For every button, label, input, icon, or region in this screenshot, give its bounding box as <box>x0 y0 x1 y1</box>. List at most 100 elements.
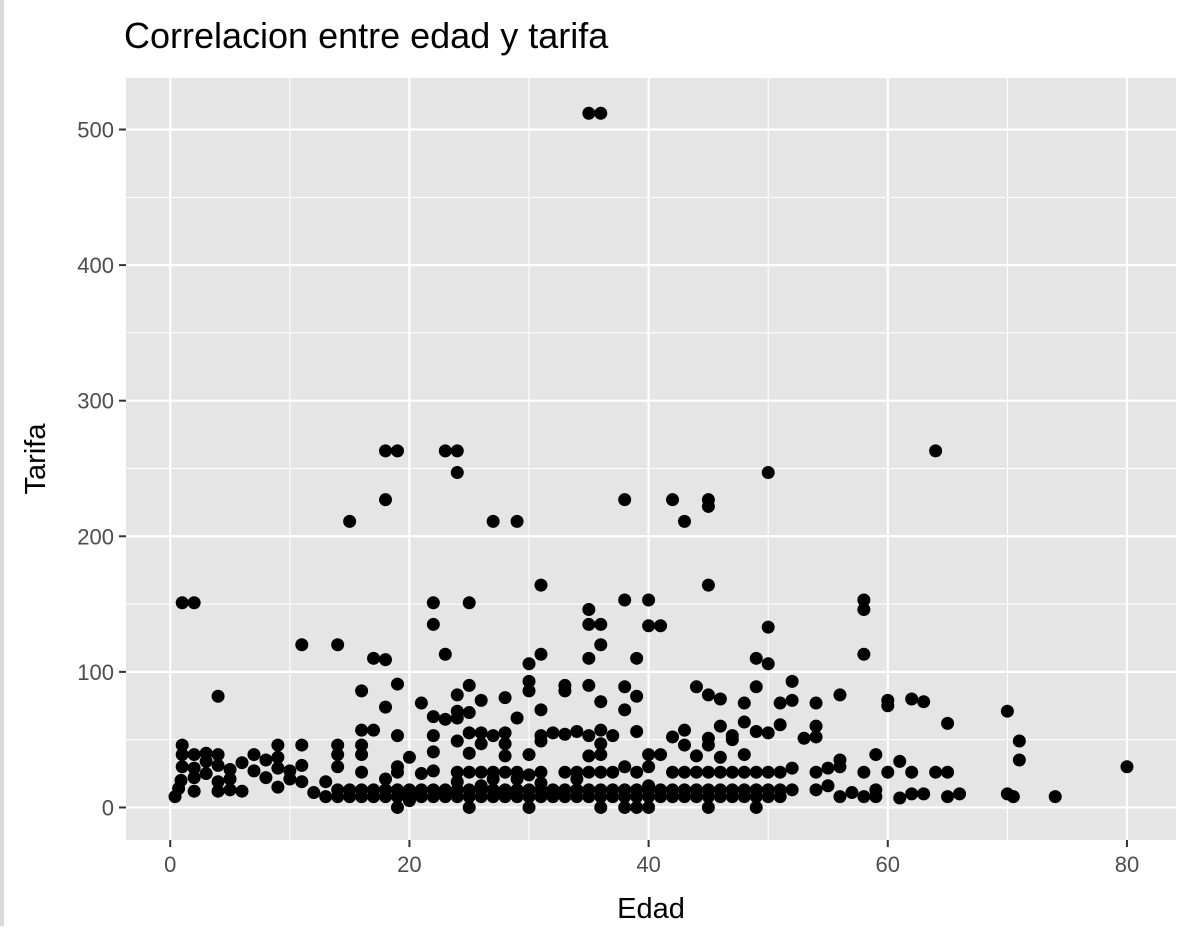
scatter-point <box>785 693 799 707</box>
scatter-point <box>677 514 691 528</box>
scatter-point <box>785 783 799 797</box>
scatter-point <box>594 800 608 814</box>
scatter-point <box>713 719 727 733</box>
scatter-point <box>941 716 955 730</box>
scatter-point <box>666 783 680 797</box>
scatter-point <box>821 779 835 793</box>
scatter-point <box>857 647 871 661</box>
scatter-point <box>594 695 608 709</box>
scatter-point <box>558 684 572 698</box>
scatter-point <box>367 651 381 665</box>
scatter-point <box>833 688 847 702</box>
scatter-point <box>486 765 500 779</box>
scatter-point <box>594 765 608 779</box>
scatter-point <box>235 756 249 770</box>
scatter-point <box>749 680 763 694</box>
scatter-point <box>594 748 608 762</box>
scatter-point <box>331 738 345 752</box>
scatter-point <box>582 765 596 779</box>
scatter-point <box>594 638 608 652</box>
scatter-point <box>271 761 285 775</box>
scatter-point <box>414 783 428 797</box>
scatter-point <box>929 444 943 458</box>
x-tick-label: 80 <box>1115 852 1139 877</box>
scatter-point <box>355 723 369 737</box>
scatter-point <box>666 493 680 507</box>
scatter-point <box>558 765 572 779</box>
scatter-point <box>450 765 464 779</box>
chart-title: Correlacion entre edad y tarifa <box>124 15 609 56</box>
scatter-point <box>881 699 895 713</box>
scatter-point <box>689 765 703 779</box>
scatter-point <box>809 696 823 710</box>
scatter-point <box>749 783 763 797</box>
scatter-point <box>390 800 404 814</box>
scatter-point <box>642 593 656 607</box>
scatter-point <box>462 783 476 797</box>
scatter-point <box>570 765 584 779</box>
scatter-point <box>534 734 548 748</box>
scatter-point <box>462 706 476 720</box>
scatter-point <box>462 678 476 692</box>
y-tick-label: 400 <box>77 253 114 278</box>
scatter-point <box>295 758 309 772</box>
scatter-point <box>295 775 309 789</box>
scatter-point <box>857 765 871 779</box>
scatter-point <box>546 726 560 740</box>
scatter-point <box>211 775 225 789</box>
scatter-point <box>570 783 584 797</box>
scatter-point <box>833 760 847 774</box>
scatter-point <box>606 729 620 743</box>
scatter-point <box>414 696 428 710</box>
scatter-point <box>462 800 476 814</box>
x-tick-label: 20 <box>397 852 421 877</box>
scatter-point <box>271 738 285 752</box>
scatter-point <box>211 689 225 703</box>
scatter-point <box>390 729 404 743</box>
scatter-point <box>570 725 584 739</box>
scatter-point <box>426 745 440 759</box>
scatter-point <box>498 749 512 763</box>
scatter-point <box>606 765 620 779</box>
scatter-point <box>893 754 907 768</box>
scatter-point <box>426 764 440 778</box>
y-axis: 0 100 200 300 400 500 <box>77 118 126 820</box>
scatter-point <box>857 603 871 617</box>
scatter-point <box>534 647 548 661</box>
scatter-point <box>701 738 715 752</box>
scatter-point <box>905 692 919 706</box>
scatter-point <box>761 657 775 671</box>
scatter-point <box>725 733 739 747</box>
scatter-point <box>271 780 285 794</box>
scatter-point <box>809 765 823 779</box>
scatter-point <box>881 765 895 779</box>
scatter-point <box>355 738 369 752</box>
scatter-point <box>689 749 703 763</box>
scatter-point <box>654 783 668 797</box>
scatter-point <box>677 738 691 752</box>
scatter-point <box>438 712 452 726</box>
scatter-point <box>522 768 536 782</box>
scatter-point <box>331 760 345 774</box>
scatter-point <box>522 657 536 671</box>
scatter-point <box>666 765 680 779</box>
scatter-point <box>367 783 381 797</box>
data-points <box>168 106 1134 814</box>
scatter-point <box>379 783 393 797</box>
plot-panel <box>126 78 1176 840</box>
scatter-point <box>677 723 691 737</box>
scatter-point <box>654 748 668 762</box>
scatter-point <box>199 754 213 768</box>
scatter-point <box>594 737 608 751</box>
scatter-point <box>797 731 811 745</box>
scatter-point <box>642 748 656 762</box>
scatter-point <box>355 748 369 762</box>
scatter-point <box>426 617 440 631</box>
scatter-point <box>773 718 787 732</box>
scatter-point <box>510 514 524 528</box>
x-axis: 0 20 40 60 80 <box>164 840 1139 877</box>
scatter-point <box>331 783 345 797</box>
scatter-point <box>725 765 739 779</box>
scatter-point <box>367 723 381 737</box>
